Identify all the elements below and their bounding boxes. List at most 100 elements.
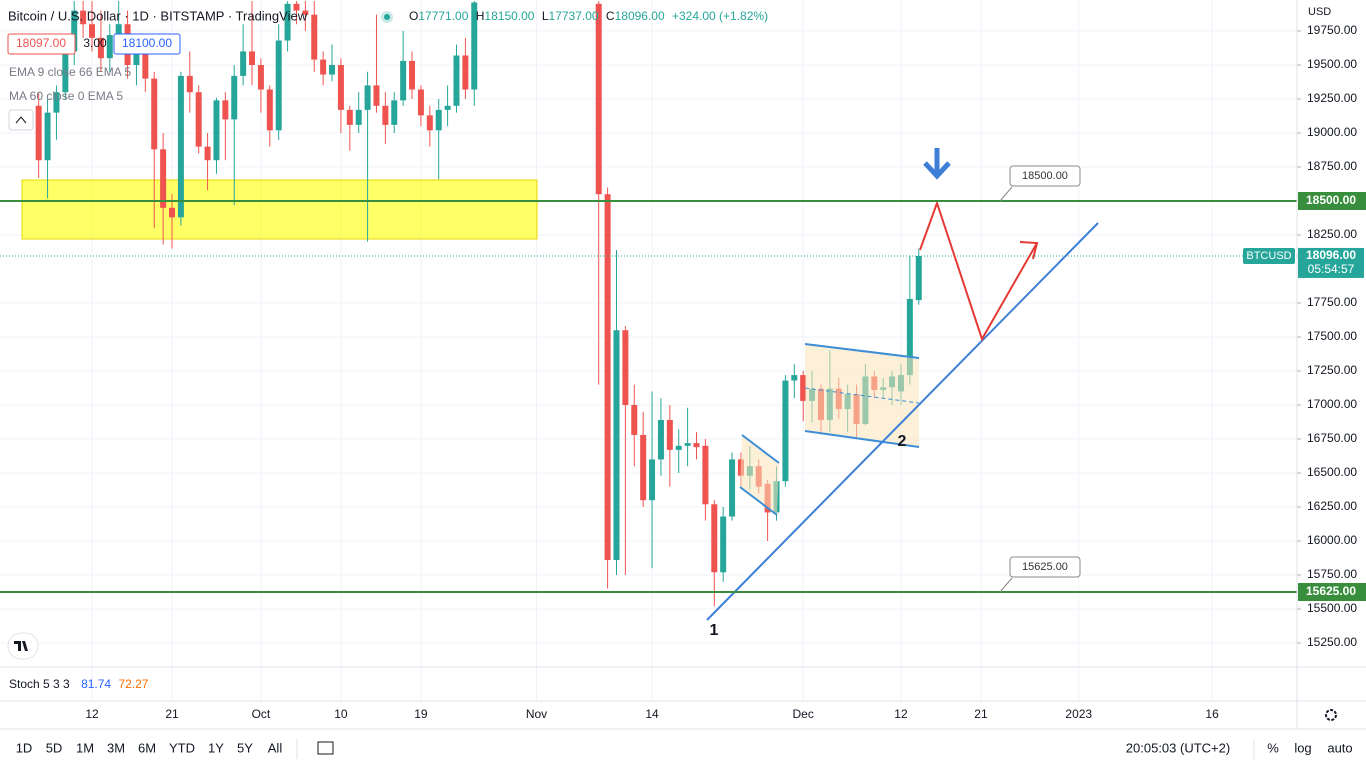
range-button[interactable]: 1Y (208, 740, 224, 755)
candle-body (675, 445, 682, 450)
range-button[interactable]: 5D (46, 740, 63, 755)
y-tick-label: 16750.00 (1307, 431, 1357, 445)
x-tick-label: 21 (165, 707, 179, 721)
candle-body (400, 60, 407, 101)
candle-body (240, 51, 247, 76)
bid-price[interactable]: 18097.00 (16, 36, 66, 50)
support-zone (21, 179, 538, 240)
candle-body (284, 3, 291, 41)
symbol-badge (1243, 247, 1295, 264)
x-tick-label: 21 (974, 707, 988, 721)
callout-pointer (999, 186, 1013, 202)
candle-body (640, 434, 647, 501)
legend-key: L (542, 9, 549, 23)
x-tick-label: 10 (334, 707, 348, 721)
candle-body (906, 298, 913, 376)
scale-option[interactable]: log (1294, 740, 1311, 755)
range-button[interactable]: 6M (138, 740, 156, 755)
candle-body (97, 37, 104, 59)
drawings (706, 148, 1099, 621)
collapse-icon (15, 116, 27, 124)
level-badge-label: 15625.00 (1306, 584, 1356, 598)
symbol-label: BTCUSD (1246, 250, 1291, 262)
candle-body (444, 105, 451, 110)
projection-arrowhead (1019, 241, 1039, 260)
point-label: 2 (898, 433, 907, 450)
y-tick-label: 17000.00 (1307, 397, 1357, 411)
candle-body (275, 40, 282, 131)
x-tick-label: Oct (252, 707, 271, 721)
candle-body (329, 65, 336, 75)
callout-pointer (999, 577, 1013, 593)
range-button[interactable]: 1D (16, 740, 33, 755)
scale-option[interactable]: auto (1327, 740, 1352, 755)
candle-body (195, 92, 202, 147)
candle-body (337, 65, 344, 110)
y-tick-label: 19250.00 (1307, 91, 1357, 105)
range-button[interactable]: YTD (169, 740, 195, 755)
buy-button[interactable] (113, 33, 181, 55)
flag-top (741, 434, 780, 464)
candle-body (115, 24, 122, 36)
toolbar: 1D 5D 1M 3M 6M YTD 1Y 5Y All% log auto (16, 740, 1353, 755)
candle-body (53, 92, 60, 113)
indicator-label[interactable]: MA 60 close 0 EMA 5 (9, 89, 123, 103)
x-axis: 12 21 Oct 10 19 Nov 14 Dec 12 21 2023 16 (85, 707, 1219, 721)
candle-body (62, 51, 69, 93)
range-button[interactable]: 3M (107, 740, 125, 755)
candle-body (142, 51, 149, 79)
y-tick-label: 16250.00 (1307, 499, 1357, 513)
price-badge (1298, 247, 1364, 278)
candle-body (417, 89, 424, 116)
level-badge-label: 18500.00 (1306, 193, 1356, 207)
candle-body (231, 75, 238, 120)
callout-label: 18500.00 (1022, 170, 1068, 182)
candle-body (89, 24, 96, 38)
candle-body (249, 51, 256, 66)
range-button[interactable]: 5Y (237, 740, 253, 755)
stoch-label: Stoch 5 3 3 81.74 72.27 (9, 677, 149, 691)
logo-mark (14, 641, 28, 651)
y-tick-label: 15750.00 (1307, 567, 1357, 581)
compare-icon[interactable] (317, 741, 334, 755)
currency: USD (1308, 6, 1331, 18)
clock: 20:05:03 (UTC+2) (1126, 740, 1230, 755)
indicator-label[interactable]: EMA 9 close 66 EMA 5 (9, 65, 131, 79)
candle-body (169, 207, 176, 218)
y-tick-label: 15250.00 (1307, 635, 1357, 649)
candle-body (320, 59, 327, 75)
candle-body (409, 60, 416, 90)
candle-body (613, 330, 620, 561)
candle-body (426, 115, 433, 131)
candle-body (684, 443, 691, 446)
candle-body (666, 419, 673, 450)
legend-change: +324.00 (+1.82%) (672, 9, 768, 23)
collapse-button[interactable] (8, 109, 34, 131)
candle-body (915, 255, 922, 301)
ask-price[interactable]: 18100.00 (122, 36, 172, 50)
candle-body (151, 78, 158, 150)
legend-value: 18096.00 (615, 9, 665, 23)
channel-mid (804, 387, 920, 404)
candle-body (160, 149, 167, 208)
channel-top (804, 343, 920, 359)
legend-value: 17771.00 (418, 9, 468, 23)
channel-bottom (804, 430, 920, 448)
candle-body (631, 405, 638, 435)
y-axis: 19750.00 19500.00 19250.00 19000.00 18750.00… (1297, 23, 1357, 649)
projection-path (919, 199, 1038, 342)
logo[interactable] (7, 632, 39, 660)
candle-body (364, 85, 371, 110)
settings-icon[interactable] (1325, 709, 1337, 721)
candle-body (702, 445, 709, 505)
candle-body (711, 504, 718, 573)
scale-option[interactable]: % (1267, 740, 1279, 755)
callout-box (1009, 556, 1081, 578)
legend-key: H (476, 9, 485, 23)
sell-button[interactable] (7, 33, 76, 55)
range-button[interactable]: 1M (76, 740, 94, 755)
candle-body (80, 10, 87, 25)
range-button[interactable]: All (268, 740, 283, 755)
